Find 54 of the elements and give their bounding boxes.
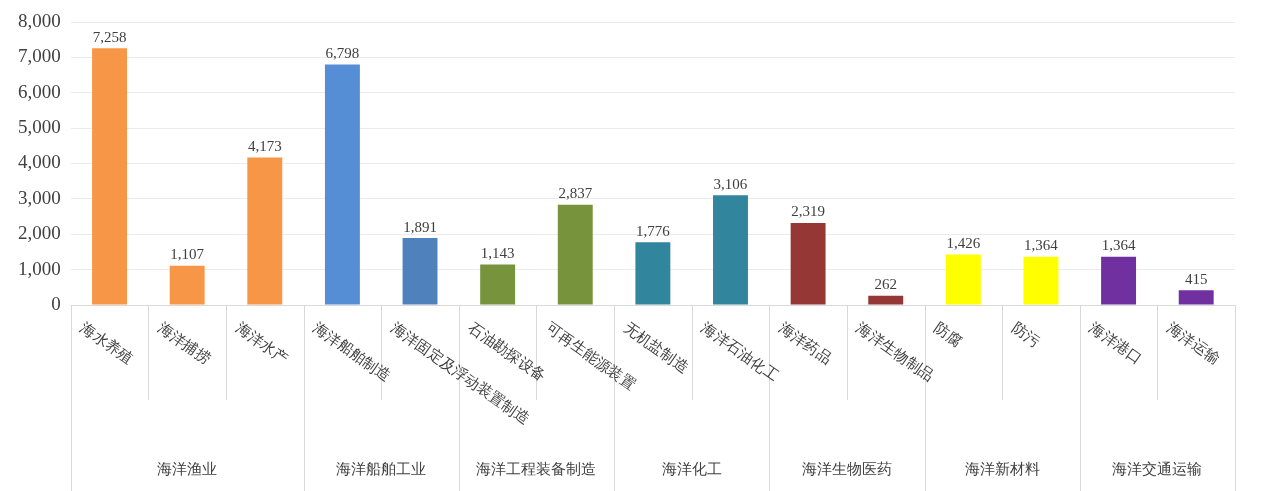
- data-label: 1,426: [946, 234, 981, 251]
- bar: [790, 222, 826, 305]
- data-label: 2,319: [791, 203, 825, 220]
- bar: [1023, 256, 1059, 305]
- data-label: 4,173: [247, 137, 282, 154]
- y-tick-label: 4,000: [18, 151, 61, 173]
- text: 海洋化工: [661, 460, 722, 477]
- text: 海洋生物医药: [801, 460, 892, 477]
- bar: [1178, 290, 1214, 305]
- data-label: 1,143: [480, 245, 515, 261]
- y-tick-label: 6,000: [18, 80, 61, 102]
- bar: [324, 64, 360, 305]
- bar: [945, 254, 981, 305]
- data-label: 262: [874, 276, 897, 293]
- data-label: 1,364: [1101, 237, 1136, 254]
- bar: [557, 204, 593, 305]
- data-label: 415: [1184, 270, 1208, 287]
- bar: [868, 295, 904, 305]
- text: 海洋工程装备制造: [476, 460, 597, 477]
- x-tick-label: 防污: [1008, 319, 1043, 350]
- x-tick-label: 海水养殖: [77, 319, 136, 368]
- x-tick-label: 海洋捕捞: [155, 319, 214, 368]
- data-label: 1,364: [1024, 237, 1059, 254]
- data-label: 1,891: [403, 218, 437, 235]
- data-label: 2,837: [558, 185, 593, 202]
- data-label: 6,798: [325, 44, 360, 61]
- bar: [92, 48, 128, 305]
- x-tick-label: 海洋药品: [776, 319, 835, 368]
- data-label: 3,106: [713, 175, 748, 192]
- bar: [402, 238, 438, 305]
- bar: [713, 195, 748, 305]
- bar: [1101, 256, 1137, 305]
- y-tick-label: 5,000: [18, 116, 61, 138]
- text: 海洋渔业: [157, 460, 218, 477]
- x-tick-label: 防腐: [931, 319, 966, 350]
- y-tick-label: 1,000: [18, 257, 61, 279]
- y-tick-label: 2,000: [18, 222, 61, 244]
- y-tick-label: 3,000: [18, 186, 61, 208]
- data-label: 1,107: [170, 246, 205, 263]
- data-label: 1,776: [636, 222, 671, 239]
- y-tick-label: 8,000: [18, 9, 61, 31]
- x-tick-label: 海洋运输: [1164, 319, 1223, 368]
- y-tick-label: 0: [51, 292, 61, 314]
- y-tick-label: 7,000: [18, 45, 61, 67]
- bar: [480, 264, 516, 305]
- data-label: 7,258: [92, 28, 127, 45]
- text: 海洋新材料: [964, 460, 1040, 477]
- text: 海洋交通运输: [1112, 460, 1203, 477]
- bar: [169, 265, 205, 305]
- x-tick-label: 海洋港口: [1086, 319, 1145, 368]
- x-tick-label: 海洋水产: [232, 319, 292, 368]
- bar: [635, 242, 671, 305]
- bar: [247, 157, 283, 305]
- text: 海洋船舶工业: [336, 460, 427, 477]
